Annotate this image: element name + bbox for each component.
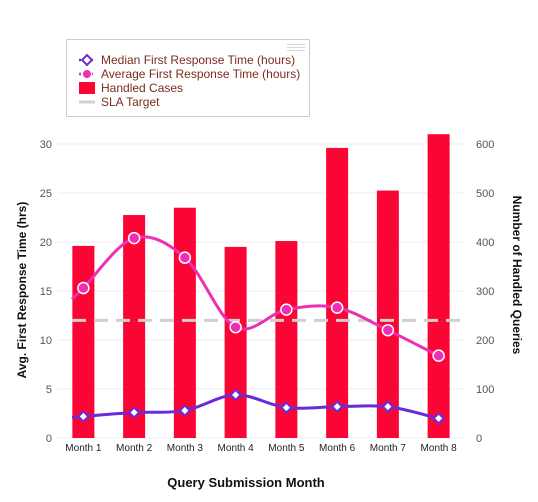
right-tick-label: 400 [476,237,494,249]
left-tick-label: 20 [40,237,52,249]
point-average [178,251,192,264]
legend-label-average: Average First Response Time (hours) [101,67,301,81]
x-tick-label: Month 8 [421,443,458,454]
bar-handled-cases [427,134,450,438]
bar-handled-cases [72,245,95,438]
legend-label-median: Median First Response Time (hours) [101,53,296,67]
bar-series-handled-cases [72,134,450,439]
line-markers [77,231,445,425]
legend-swatch-median [79,53,95,67]
right-tick-label: 100 [476,384,494,396]
legend-item-handled-cases[interactable]: Handled Cases [79,81,183,95]
left-tick-label: 15 [40,286,52,298]
x-tick-label: Month 2 [116,443,153,454]
legend-label-sla-target: SLA Target [101,95,160,109]
legend-swatch-sla-target [79,100,95,104]
right-axis-ticks: 0 100 200 300 400 500 600 [476,139,494,445]
bar-handled-cases [275,241,298,438]
line-median-first-response [71,393,446,421]
left-tick-label: 25 [40,188,52,200]
x-tick-label: Month 6 [319,443,356,454]
gridlines [58,143,464,439]
legend-item-sla-target[interactable]: SLA Target [79,95,160,109]
point-average [280,303,293,316]
legend-swatch-average [79,69,95,79]
left-tick-label: 0 [46,433,52,445]
x-axis-ticks: Month 1 Month 2 Month 3 Month 4 Month 5 Month… [65,443,457,454]
left-axis-ticks: 0 5 10 15 20 25 30 [40,139,52,445]
point-average [432,349,445,362]
x-tick-label: Month 4 [218,443,255,454]
x-tick-label: Month 5 [268,443,305,454]
bar-handled-cases [123,215,146,438]
left-tick-label: 30 [40,139,52,151]
bar-handled-cases [224,246,247,438]
point-median [280,401,293,414]
right-tick-label: 600 [476,139,494,151]
line-average-first-response [70,235,446,360]
legend-item-average[interactable]: Average First Response Time (hours) [79,67,300,81]
point-median [381,400,395,414]
right-tick-label: 300 [476,286,494,298]
point-median [127,406,141,419]
legend-label-handled-cases: Handled Cases [101,81,184,95]
legend-swatch-handled-cases [79,82,95,94]
right-tick-label: 200 [476,335,494,347]
point-average [127,231,141,245]
left-axis-title: Avg. First Response Time (hrs) [15,202,29,379]
bar-handled-cases [376,190,399,438]
right-axis-title: Number of Handled Queries [510,196,524,355]
point-median [178,404,192,417]
line-series [70,235,446,421]
right-tick-label: 0 [476,433,482,445]
point-median [432,412,445,425]
point-average [381,323,395,337]
point-average [77,281,90,295]
point-average [330,301,344,314]
point-average [229,321,242,334]
legend-item-median[interactable]: Median First Response Time (hours) [79,53,295,67]
x-tick-label: Month 3 [167,443,204,454]
legend[interactable]: Median First Response Time (hours) Avera… [66,39,310,117]
point-median [77,410,90,423]
left-tick-label: 10 [40,335,52,347]
x-tick-label: Month 7 [370,443,407,454]
legend-drag-handle[interactable] [287,44,305,52]
point-median [330,400,344,414]
point-median [229,388,242,402]
x-axis-title: Query Submission Month [167,475,325,490]
bar-handled-cases [326,147,349,439]
bar-handled-cases [173,207,196,438]
left-tick-label: 5 [46,384,52,396]
right-tick-label: 500 [476,188,494,200]
x-tick-label: Month 1 [65,443,102,454]
